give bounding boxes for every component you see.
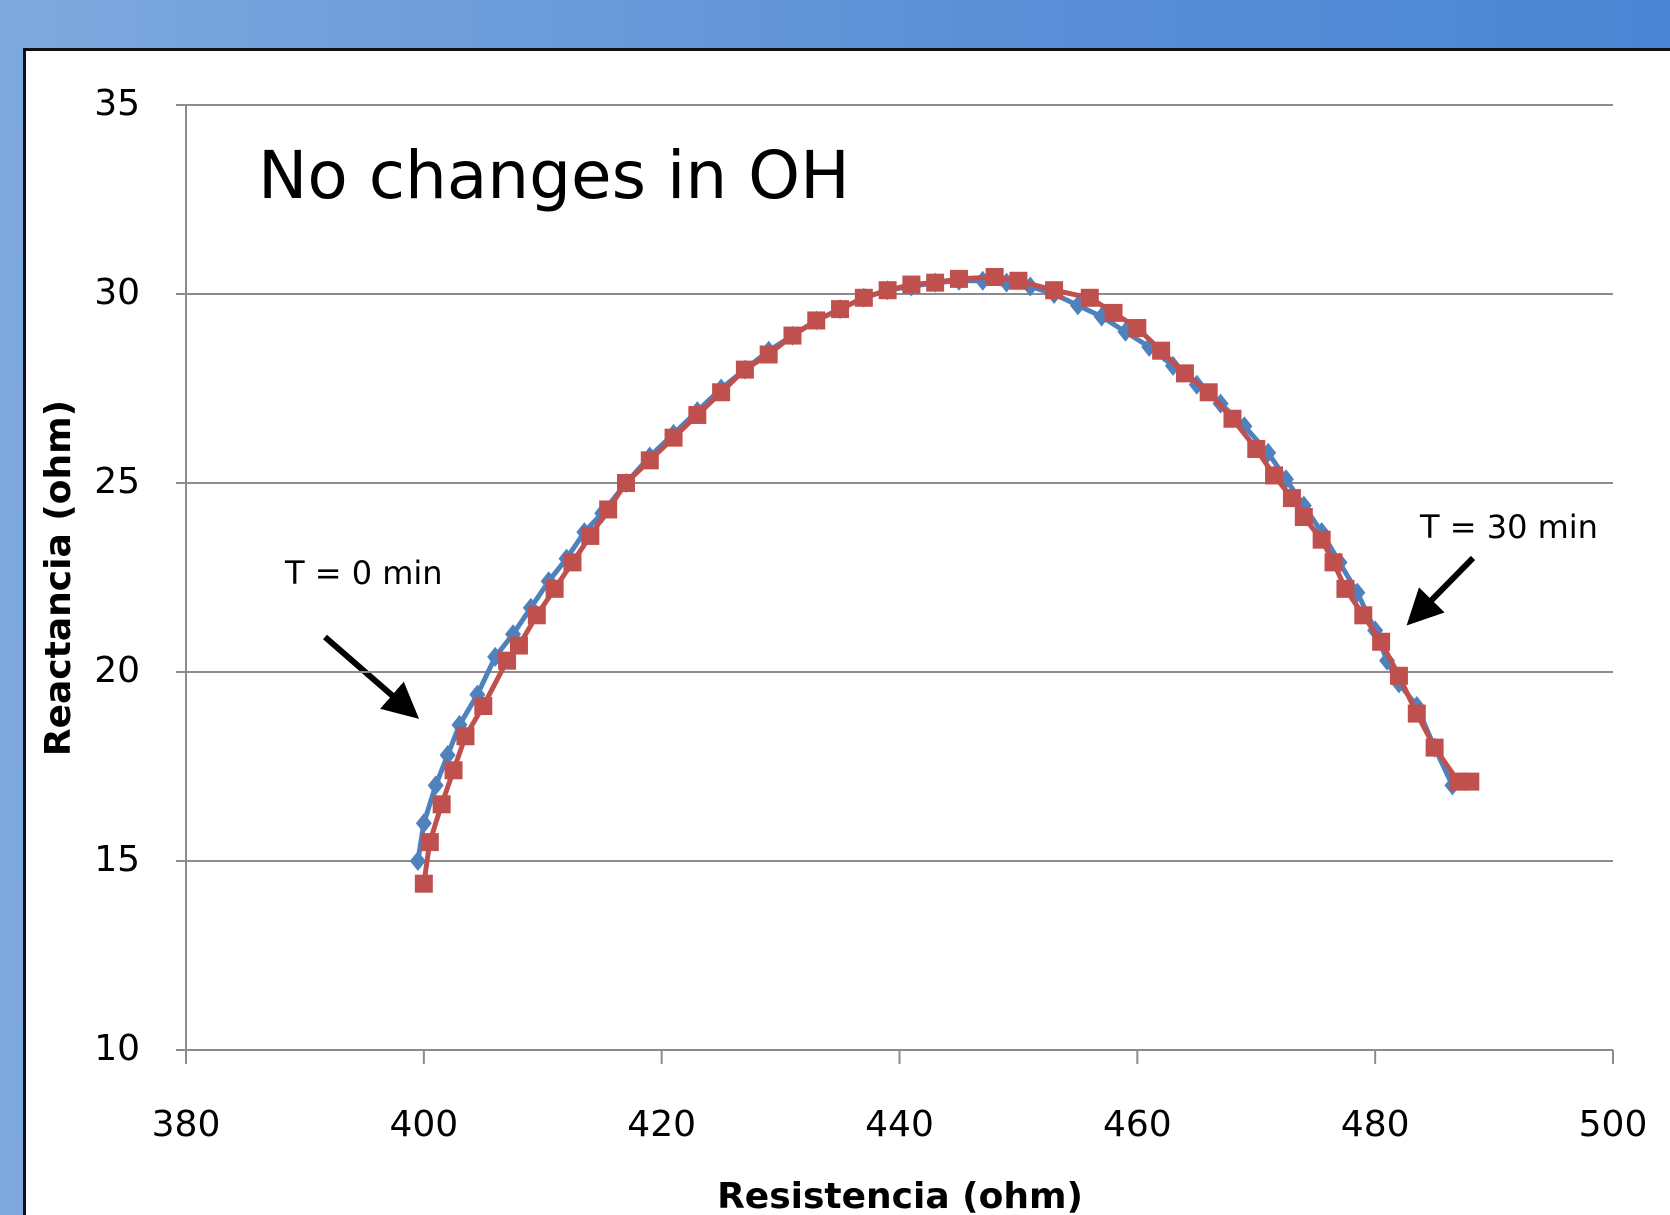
marker bbox=[688, 405, 707, 424]
marker bbox=[1425, 738, 1444, 757]
x-tick-label: 460 bbox=[1103, 1104, 1172, 1145]
marker bbox=[1247, 439, 1266, 458]
marker bbox=[807, 311, 826, 330]
x-tick-label: 440 bbox=[865, 1104, 934, 1145]
x-tick-label: 480 bbox=[1341, 1104, 1410, 1145]
marker bbox=[456, 727, 475, 746]
y-tick-label: 10 bbox=[94, 1028, 140, 1069]
annotation: T = 30 min bbox=[1419, 508, 1598, 546]
marker bbox=[420, 833, 439, 852]
marker bbox=[1354, 606, 1373, 625]
marker bbox=[1223, 409, 1242, 428]
marker bbox=[640, 451, 659, 470]
marker bbox=[831, 300, 850, 319]
marker bbox=[439, 745, 456, 766]
marker bbox=[854, 288, 873, 307]
x-tick-label: 420 bbox=[627, 1104, 696, 1145]
marker bbox=[509, 636, 528, 655]
marker bbox=[949, 269, 968, 288]
marker bbox=[1175, 364, 1194, 383]
series-line bbox=[421, 274, 1471, 885]
marker bbox=[1128, 319, 1147, 338]
marker bbox=[1282, 489, 1301, 508]
y-tick-label: 35 bbox=[94, 83, 140, 124]
y-axis-label: Reactancia (ohm) bbox=[38, 400, 79, 756]
marker bbox=[474, 697, 493, 716]
y-tick-label: 20 bbox=[94, 650, 140, 691]
y-tick-label: 15 bbox=[94, 839, 140, 880]
marker bbox=[432, 795, 451, 814]
x-tick-label: 500 bbox=[1579, 1104, 1648, 1145]
marker bbox=[427, 775, 444, 796]
marker bbox=[414, 874, 433, 893]
marker bbox=[759, 345, 778, 364]
chart-panel bbox=[23, 48, 1670, 1215]
marker bbox=[878, 281, 897, 300]
marker bbox=[616, 474, 635, 492]
y-tick-label: 25 bbox=[94, 461, 140, 502]
marker bbox=[1372, 632, 1391, 651]
annotation: T = 0 min bbox=[284, 554, 443, 592]
marker bbox=[1294, 508, 1313, 527]
marker bbox=[1389, 666, 1408, 685]
marker bbox=[1265, 466, 1284, 485]
marker bbox=[1045, 281, 1064, 300]
marker bbox=[985, 267, 1004, 286]
x-tick-label: 400 bbox=[389, 1104, 458, 1145]
marker bbox=[712, 383, 731, 402]
marker bbox=[1407, 704, 1426, 723]
marker bbox=[527, 606, 546, 625]
marker bbox=[581, 526, 600, 545]
marker bbox=[545, 579, 564, 598]
marker bbox=[415, 813, 432, 834]
marker bbox=[498, 651, 517, 670]
chart-title: No changes in OH bbox=[258, 137, 850, 214]
marker bbox=[1461, 772, 1480, 791]
marker bbox=[664, 428, 683, 447]
arrow bbox=[1406, 555, 1476, 626]
marker bbox=[1336, 579, 1355, 598]
marker bbox=[409, 851, 426, 871]
x-axis-label: Resistencia (ohm) bbox=[717, 1176, 1083, 1215]
marker bbox=[444, 761, 463, 780]
x-tick-label: 380 bbox=[152, 1104, 221, 1145]
marker bbox=[735, 360, 754, 379]
marker bbox=[563, 553, 582, 572]
marker bbox=[1104, 303, 1123, 322]
arrow bbox=[323, 634, 420, 719]
marker bbox=[1199, 383, 1218, 402]
marker bbox=[1080, 288, 1099, 307]
marker bbox=[1312, 530, 1331, 549]
marker bbox=[1324, 553, 1343, 572]
marker bbox=[902, 275, 921, 294]
marker bbox=[926, 273, 945, 292]
marker bbox=[599, 500, 618, 519]
marker bbox=[783, 326, 802, 345]
y-tick-label: 30 bbox=[94, 272, 140, 313]
marker bbox=[1009, 271, 1028, 290]
marker bbox=[1152, 341, 1171, 360]
